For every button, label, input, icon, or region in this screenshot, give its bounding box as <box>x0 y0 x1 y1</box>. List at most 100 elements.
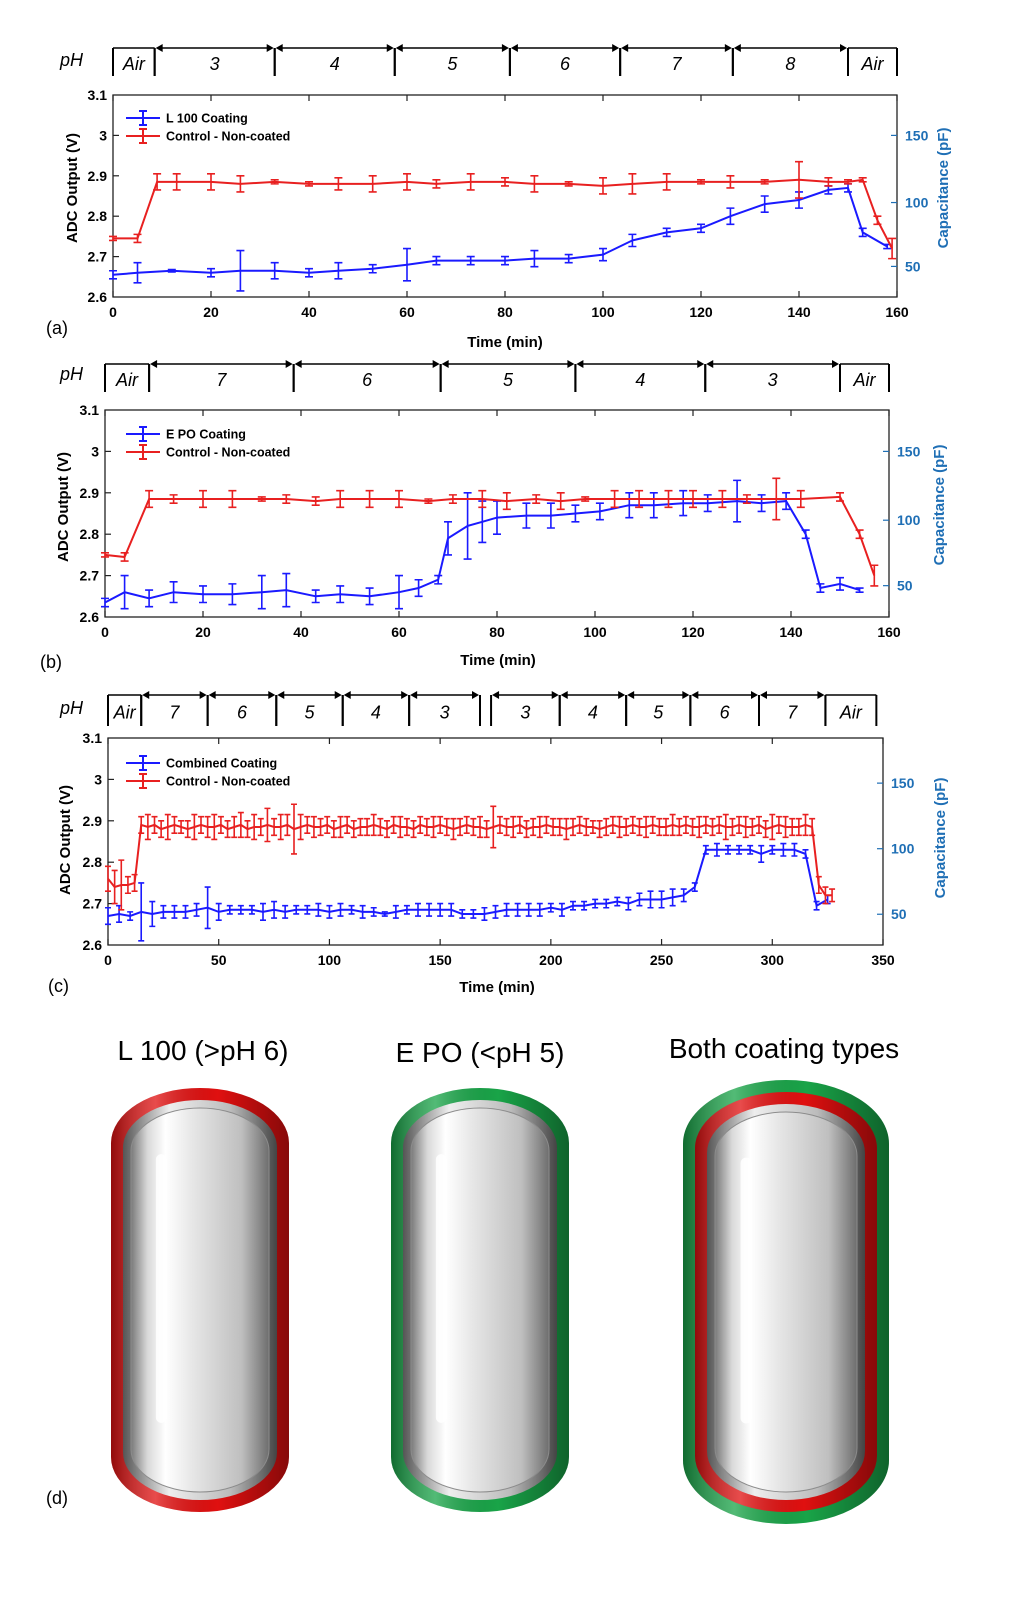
ph-segment: 5 <box>625 691 692 726</box>
error-bar <box>336 585 345 604</box>
series-coating <box>101 479 864 610</box>
error-bar <box>742 494 751 504</box>
error-bar <box>729 817 736 837</box>
series-coating <box>105 842 831 942</box>
ph-segment-label: 6 <box>560 54 571 74</box>
error-bar <box>370 906 377 917</box>
error-bar <box>403 904 410 915</box>
y2-tick-label: 150 <box>905 127 929 143</box>
error-bar <box>663 817 669 837</box>
error-bar <box>377 817 384 837</box>
y-tick-label: 3 <box>99 127 107 143</box>
error-bar <box>228 583 237 606</box>
error-bar <box>304 815 311 835</box>
error-bar <box>111 869 118 905</box>
series-line <box>104 495 876 576</box>
error-bar <box>628 172 637 195</box>
x-tick-label: 150 <box>428 952 452 968</box>
error-bar <box>649 815 656 835</box>
error-bar <box>501 177 509 187</box>
ph-arrow-head <box>492 691 500 699</box>
y-tick-label: 2.9 <box>88 168 108 184</box>
error-bar <box>762 820 769 839</box>
error-bar <box>599 247 607 262</box>
error-bar <box>217 815 224 835</box>
error-bar <box>167 268 176 273</box>
legend-entry: Control - Non-coated <box>166 130 290 144</box>
ph-segment-label: 7 <box>169 703 180 723</box>
ph-segment-label: Air <box>853 370 877 390</box>
ph-segment-label: 4 <box>588 703 598 723</box>
error-bar <box>282 904 289 919</box>
error-bar <box>305 267 313 278</box>
y-tick-label: 3.1 <box>88 87 108 103</box>
error-bar <box>310 815 317 839</box>
error-bar <box>127 911 134 921</box>
ph-segment: Air <box>112 47 156 76</box>
panel-c: (c) pH Air 7 6 5 4 3 3 4 5 6 7 Air 0 50 100 150 200 250 3… <box>48 691 949 996</box>
error-bar <box>760 179 769 185</box>
capsule-title-l100: L 100 (>pH 6) <box>118 1035 289 1066</box>
capsule-title-both: Both coating types <box>669 1033 899 1064</box>
error-bar <box>381 911 388 917</box>
error-bar <box>855 587 864 593</box>
error-bar <box>101 552 109 558</box>
error-bar <box>616 815 623 839</box>
y2-tick-label: 50 <box>905 258 921 274</box>
error-bar <box>364 817 371 837</box>
error-bar <box>282 494 291 504</box>
error-bar <box>697 179 705 185</box>
error-bar <box>311 496 320 507</box>
error-bar <box>317 817 324 837</box>
error-bar <box>749 817 756 837</box>
panel-b-ph-bar: Air 7 6 5 4 3 Air <box>104 360 890 392</box>
error-bar <box>211 813 218 841</box>
error-bar <box>702 844 709 855</box>
error-bar <box>463 492 472 560</box>
error-bar <box>191 813 198 841</box>
error-bar <box>669 888 676 907</box>
error-bar <box>643 815 650 839</box>
panel-a-tag: (a) <box>46 318 68 338</box>
error-bar <box>547 902 554 913</box>
error-bar <box>516 815 523 835</box>
error-bar <box>477 815 483 839</box>
ph-arrow-head <box>760 691 767 699</box>
y-tick-label: 2.9 <box>80 485 100 501</box>
ph-segment-label: 6 <box>362 370 373 390</box>
error-bar <box>815 875 822 895</box>
error-bar <box>368 263 377 274</box>
legend-swatch <box>126 426 160 442</box>
error-bar <box>231 815 238 839</box>
error-bar <box>424 498 433 504</box>
y-tick-label: 2.8 <box>88 208 108 224</box>
error-bar <box>432 179 441 189</box>
ph-segment: 6 <box>206 691 278 726</box>
error-bar <box>277 813 284 841</box>
error-bar <box>450 817 457 841</box>
ph-arrow-head <box>395 44 403 52</box>
y2-tick-label: 100 <box>891 841 915 857</box>
panel-b-chart: 0 20 40 60 80 100 120 140 160 2.6 2.7 2.8 2.9 3 3.1 50 1… <box>80 402 921 640</box>
error-bar <box>623 817 630 837</box>
x-tick-label: 200 <box>539 952 563 968</box>
error-bar <box>756 815 762 835</box>
error-bar <box>434 574 443 585</box>
y-tick-label: 3 <box>94 771 102 787</box>
x-tick-label: 120 <box>681 624 705 640</box>
ph-arrow-head <box>627 691 635 699</box>
y-tick-label: 2.6 <box>83 937 103 953</box>
error-bar <box>858 227 867 238</box>
ph-arrow-head <box>432 360 440 368</box>
panel-a-ph-label: pH <box>59 50 84 70</box>
error-bar <box>796 489 805 509</box>
error-bar <box>769 813 776 841</box>
ph-segment-label: 4 <box>371 703 381 723</box>
error-bar <box>172 172 181 191</box>
error-bar <box>530 817 537 837</box>
error-bar <box>403 247 411 282</box>
error-bar <box>696 815 703 839</box>
error-bar <box>330 820 337 839</box>
error-bar <box>609 815 616 835</box>
